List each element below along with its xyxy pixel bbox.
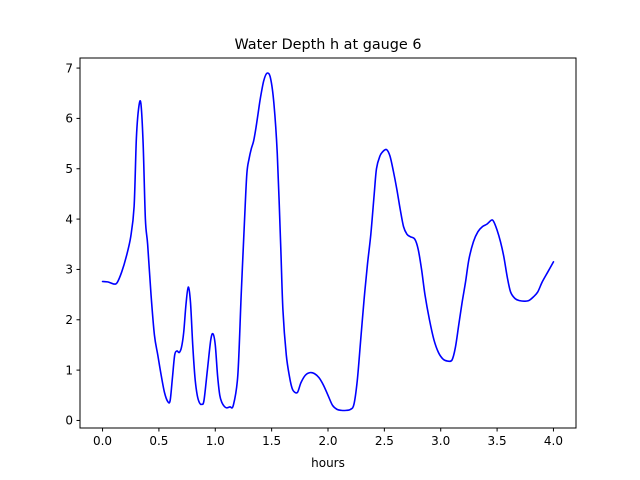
y-tick-label: 2 bbox=[65, 313, 73, 327]
x-tick-label: 4.0 bbox=[544, 434, 563, 448]
y-tick-label: 7 bbox=[65, 61, 73, 75]
chart-title: Water Depth h at gauge 6 bbox=[234, 37, 421, 53]
x-tick-label: 3.0 bbox=[431, 434, 450, 448]
x-tick-label: 1.0 bbox=[206, 434, 225, 448]
y-axis: 0 1 2 3 4 5 6 7 bbox=[65, 61, 80, 428]
series-line-h bbox=[101, 72, 555, 412]
x-tick-label: 1.5 bbox=[262, 434, 281, 448]
y-tick-label: 4 bbox=[65, 212, 73, 226]
x-tick-label: 2.0 bbox=[318, 434, 337, 448]
y-tick-label: 3 bbox=[65, 263, 73, 277]
plot-area bbox=[101, 72, 555, 412]
x-tick-label: 3.5 bbox=[488, 434, 507, 448]
y-tick-label: 1 bbox=[65, 363, 73, 377]
x-axis-label: hours bbox=[311, 456, 345, 470]
x-tick-label: 0.0 bbox=[93, 434, 112, 448]
y-tick-label: 5 bbox=[65, 162, 73, 176]
x-tick-label: 2.5 bbox=[375, 434, 394, 448]
x-tick-label: 0.5 bbox=[149, 434, 168, 448]
x-axis: 0.0 0.5 1.0 1.5 2.0 2.5 3.0 3.5 4.0 bbox=[93, 428, 563, 448]
y-tick-label: 0 bbox=[65, 414, 73, 428]
y-tick-label: 6 bbox=[65, 112, 73, 126]
